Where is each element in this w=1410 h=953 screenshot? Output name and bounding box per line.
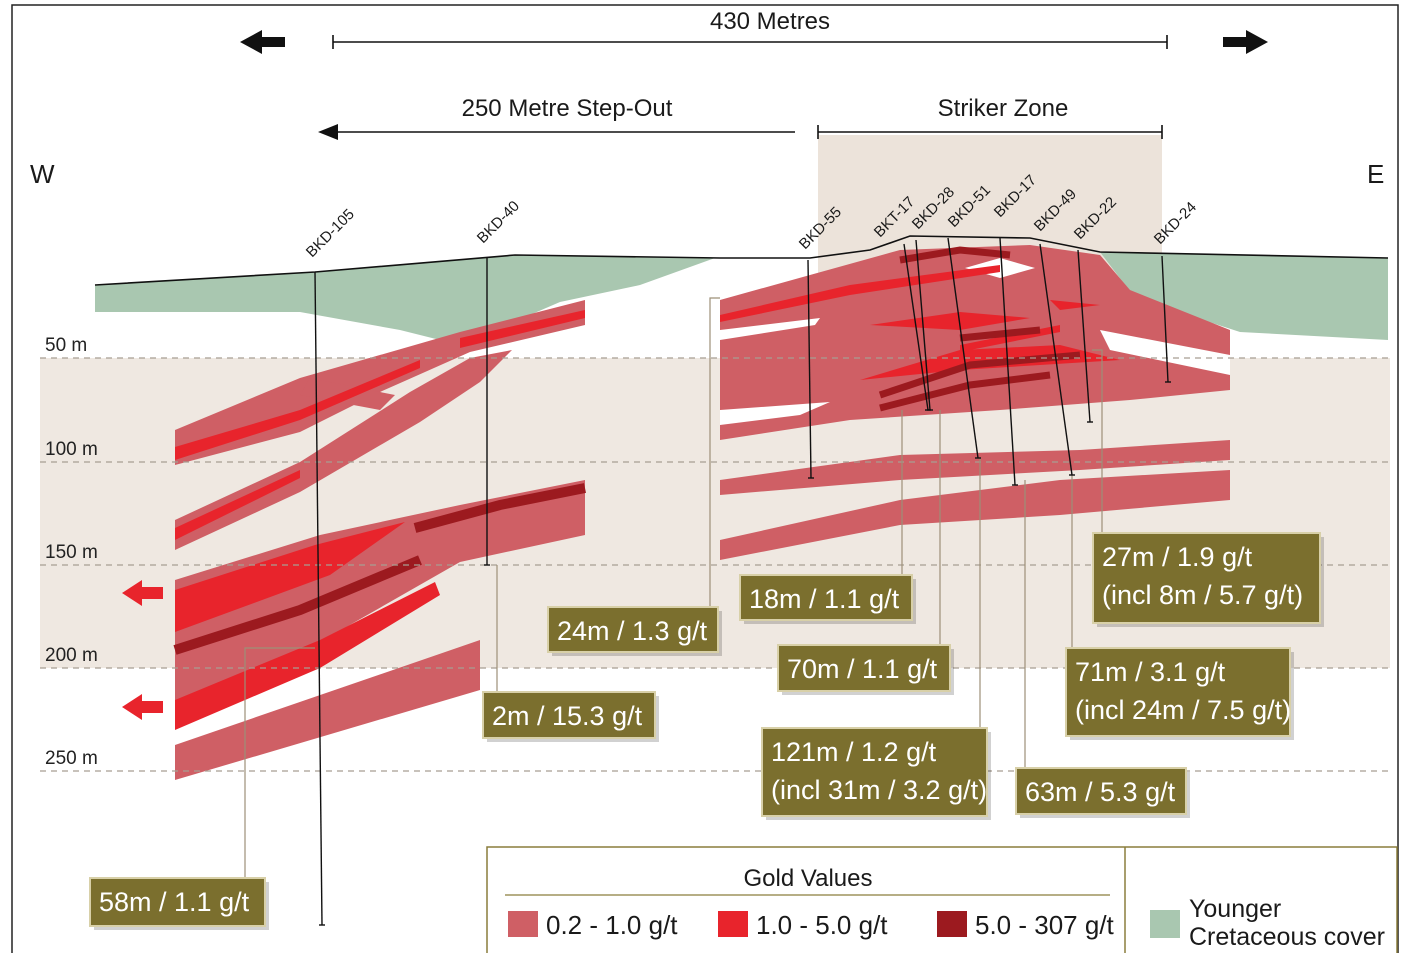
depth-label: 200 m	[45, 645, 98, 666]
legend-title: Gold Values	[744, 865, 873, 892]
intercept-text: 63m / 5.3 g/t	[1025, 777, 1176, 807]
scale-label: 430 Metres	[710, 8, 830, 35]
depth-label: 250 m	[45, 748, 98, 769]
legend-label: Younger	[1189, 895, 1281, 923]
cross-section: 430 Metres 250 Metre Step-Out Striker Zo…	[0, 0, 1410, 953]
compass-east: E	[1367, 159, 1384, 189]
legend-swatch	[508, 911, 538, 937]
compass-west: W	[30, 159, 55, 189]
intercept-text: 2m / 15.3 g/t	[492, 701, 643, 731]
intercept-text: 27m / 1.9 g/t	[1102, 542, 1253, 572]
intercept-text: 18m / 1.1 g/t	[749, 584, 900, 614]
step-out-label: 250 Metre Step-Out	[462, 95, 673, 122]
intercept-text: (incl 31m / 3.2 g/t)	[771, 775, 987, 805]
intercept-text: 24m / 1.3 g/t	[557, 616, 708, 646]
intercept-text: 70m / 1.1 g/t	[787, 654, 938, 684]
legend-label: 5.0 - 307 g/t	[975, 910, 1115, 940]
depth-label: 100 m	[45, 439, 98, 460]
intercept-text: 121m / 1.2 g/t	[771, 737, 937, 767]
page: { "scale": {"label": "430 Metres"}, "ste…	[0, 0, 1410, 953]
legend-label: Cretaceous cover	[1189, 923, 1385, 951]
zone-label: Striker Zone	[938, 95, 1069, 122]
legend-swatch	[718, 911, 748, 937]
legend-swatch	[1150, 910, 1180, 938]
intercept-text: (incl 8m / 5.7 g/t)	[1102, 580, 1303, 610]
legend-label: 0.2 - 1.0 g/t	[546, 910, 678, 940]
depth-label: 50 m	[45, 335, 87, 356]
legend: Gold Values 0.2 - 1.0 g/t 1.0 - 5.0 g/t …	[487, 847, 1397, 953]
depth-label: 150 m	[45, 542, 98, 563]
legend-swatch	[937, 911, 967, 937]
intercept-text: 71m / 3.1 g/t	[1075, 657, 1226, 687]
intercept-text: 58m / 1.1 g/t	[99, 887, 250, 917]
legend-label: 1.0 - 5.0 g/t	[756, 910, 888, 940]
intercept-text: (incl 24m / 7.5 g/t)	[1075, 695, 1291, 725]
